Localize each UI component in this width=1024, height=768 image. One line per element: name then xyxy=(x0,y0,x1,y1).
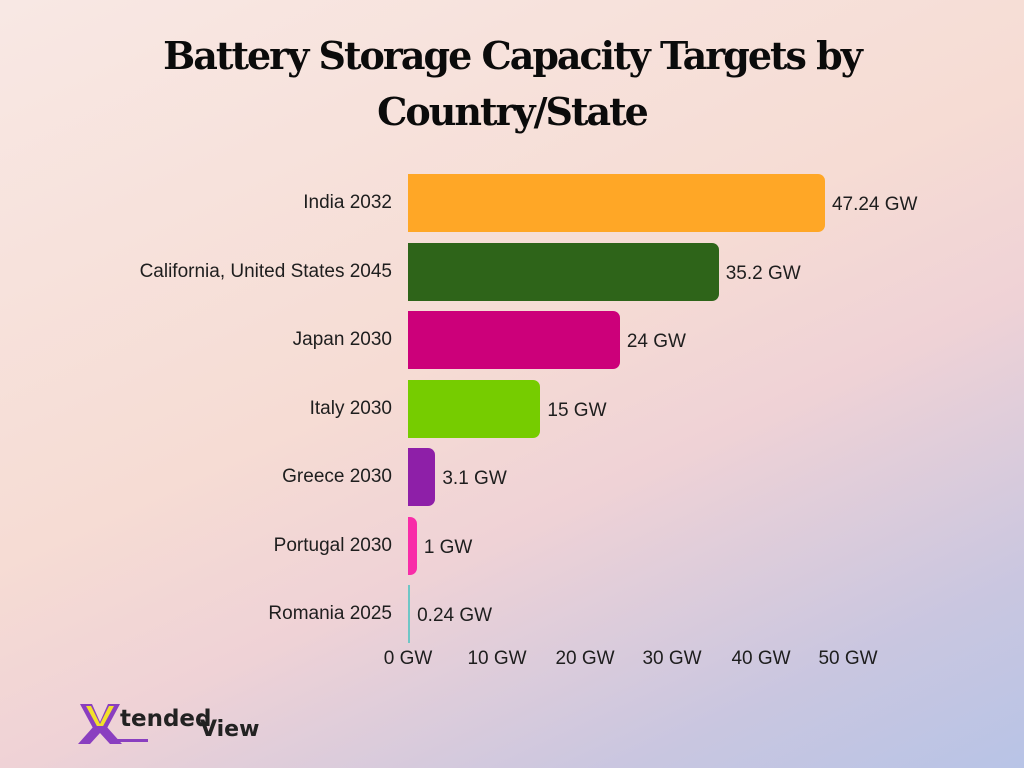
chart-title-line-1: Battery Storage Capacity Targets by xyxy=(163,33,863,78)
chart-row: Italy 2030 15 GW xyxy=(0,379,1024,438)
x-logo-icon xyxy=(78,704,148,744)
category-label: Romania 2025 xyxy=(268,603,392,624)
value-label: 35.2 GW xyxy=(725,262,801,284)
x-axis-tick-label: 20 GW xyxy=(555,648,615,669)
bar xyxy=(408,585,411,643)
bar xyxy=(408,516,417,575)
category-label: India 2032 xyxy=(303,192,392,213)
bar xyxy=(408,311,620,369)
category-label: Japan 2030 xyxy=(292,329,392,350)
x-axis-tick-label: 0 GW xyxy=(383,648,433,669)
value-label: 1 GW xyxy=(423,536,473,558)
value-label: 24 GW xyxy=(626,331,686,352)
value-label: 0.24 GW xyxy=(417,605,493,626)
logo-text-tended: tended xyxy=(120,706,212,732)
chart-row: Portugal 2030 1 GW xyxy=(0,516,1024,575)
chart-row: Greece 2030 3.1 GW xyxy=(0,448,1024,506)
bar xyxy=(408,242,719,301)
value-label: 3.1 GW xyxy=(442,468,507,489)
bar xyxy=(408,448,436,506)
xtendedview-logo: tended View xyxy=(78,700,268,748)
category-label: California, United States 2045 xyxy=(139,260,392,282)
x-axis-tick-label: 30 GW xyxy=(642,648,702,669)
category-label: Portugal 2030 xyxy=(273,534,392,556)
chart-title-line-2: Country/State xyxy=(377,89,649,134)
chart-row: India 2032 47.24 GW xyxy=(0,174,1024,232)
bar xyxy=(408,379,541,438)
category-label: Italy 2030 xyxy=(309,397,392,419)
chart-row: Japan 2030 24 GW xyxy=(0,311,1024,369)
x-axis-tick-label: 10 GW xyxy=(467,648,527,669)
value-label: 15 GW xyxy=(547,399,607,421)
bar xyxy=(408,174,825,232)
chart-title: Battery Storage Capacity Targets by Coun… xyxy=(0,28,1024,140)
logo-text-view: View xyxy=(200,717,260,742)
chart-row: California, United States 2045 35.2 GW xyxy=(0,242,1024,301)
x-axis-tick-label: 40 GW xyxy=(731,648,791,669)
chart-row: Romania 2025 0.24 GW xyxy=(0,585,1024,643)
category-label: Greece 2030 xyxy=(282,466,392,487)
x-axis-tick-label: 50 GW xyxy=(818,648,878,669)
value-label: 47.24 GW xyxy=(831,194,918,215)
